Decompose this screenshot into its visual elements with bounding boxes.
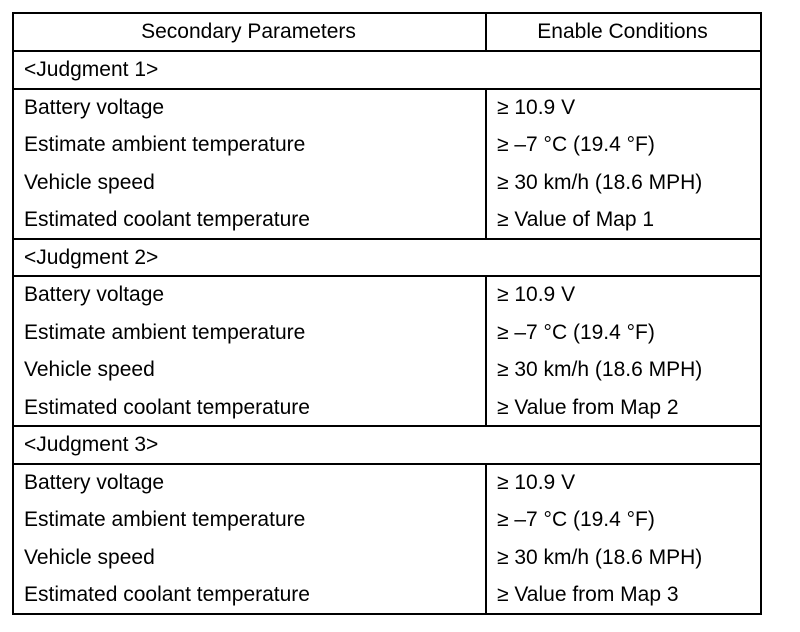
column-border — [485, 462, 487, 613]
group-title: <Judgment 1> — [24, 58, 159, 81]
condition-cell: ≥ 30 km/h (18.6 MPH) — [497, 545, 703, 569]
header-cell: Enable Conditions — [537, 20, 708, 43]
condition-cell: ≥ 10.9 V — [497, 95, 576, 119]
row-border — [12, 462, 762, 465]
condition-cell: ≥ Value from Map 3 — [497, 583, 679, 606]
parameter-cell: Vehicle speed — [24, 170, 155, 194]
parameter-cell: Battery voltage — [24, 470, 165, 494]
parameter-cell: Estimate ambient temperature — [24, 508, 306, 531]
column-border — [485, 275, 487, 425]
column-border — [485, 87, 487, 238]
condition-cell: ≥ Value of Map 1 — [497, 208, 655, 231]
row-border — [12, 87, 762, 90]
condition-cell: ≥ 30 km/h (18.6 MPH) — [497, 358, 703, 381]
condition-cell: ≥ –7 °C (19.4 °F) — [497, 133, 655, 156]
parameter-cell: Estimate ambient temperature — [24, 320, 306, 344]
column-border — [12, 12, 14, 615]
parameter-cell: Estimated coolant temperature — [24, 395, 310, 419]
row-border — [12, 275, 762, 277]
row-border — [12, 425, 762, 427]
parameter-cell: Estimated coolant temperature — [24, 583, 310, 606]
condition-cell: ≥ –7 °C (19.4 °F) — [497, 508, 655, 531]
condition-cell: ≥ 10.9 V — [497, 283, 576, 306]
row-border — [12, 612, 762, 615]
condition-cell: ≥ Value from Map 2 — [497, 395, 679, 419]
row-border — [12, 50, 762, 52]
row-border — [12, 237, 762, 240]
group-title: <Judgment 2> — [24, 245, 159, 269]
parameter-cell: Battery voltage — [24, 283, 165, 306]
condition-cell: ≥ 10.9 V — [497, 470, 576, 494]
condition-cell: ≥ 30 km/h (18.6 MPH) — [497, 170, 703, 194]
row-border — [12, 12, 762, 14]
parameter-cell: Vehicle speed — [24, 545, 155, 569]
header-cell: Secondary Parameters — [141, 20, 356, 43]
parameter-cell: Estimate ambient temperature — [24, 133, 306, 156]
parameter-cell: Battery voltage — [24, 95, 165, 119]
column-border — [485, 12, 487, 50]
parameter-cell: Estimated coolant temperature — [24, 208, 310, 231]
parameter-cell: Vehicle speed — [24, 358, 155, 381]
column-border — [760, 12, 762, 615]
condition-cell: ≥ –7 °C (19.4 °F) — [497, 320, 655, 344]
group-title: <Judgment 3> — [24, 433, 159, 456]
